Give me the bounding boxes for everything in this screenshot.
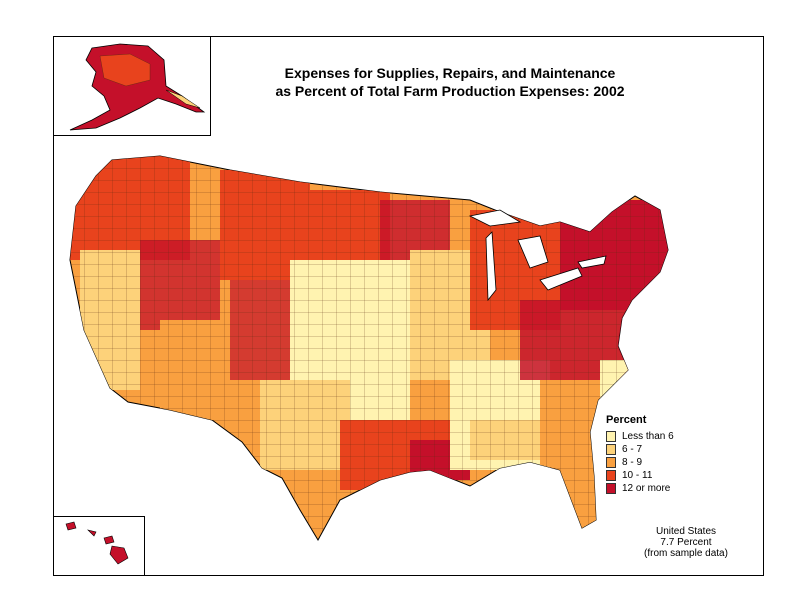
- county-regions: [70, 156, 668, 540]
- legend-label: 8 - 9: [622, 457, 643, 468]
- legend-label: 10 - 11: [622, 470, 653, 481]
- legend-label: Less than 6: [622, 431, 674, 442]
- hawaii-inset: [53, 516, 145, 576]
- legend-swatch: [606, 470, 616, 481]
- title-line-1: Expenses for Supplies, Repairs, and Main…: [284, 65, 616, 81]
- map-title: Expenses for Supplies, Repairs, and Main…: [260, 64, 640, 100]
- alaska-inset: [53, 36, 211, 136]
- legend-swatch: [606, 483, 616, 494]
- legend-item: 10 - 11: [606, 469, 674, 482]
- legend-swatch: [606, 444, 616, 455]
- legend-item: 12 or more: [606, 482, 674, 495]
- note-line-1: United States: [655, 526, 717, 537]
- title-line-2: as Percent of Total Farm Production Expe…: [275, 83, 625, 99]
- note-line-3: (from sample data): [644, 548, 728, 559]
- legend-label: 6 - 7: [622, 444, 643, 455]
- note-line-2: 7.7 Percent: [660, 537, 712, 548]
- legend-item: 8 - 9: [606, 456, 674, 469]
- hawaii-shape: [65, 521, 129, 565]
- legend-title: Percent: [606, 414, 647, 426]
- legend-label: 12 or more: [622, 483, 671, 494]
- legend-item: Less than 6: [606, 430, 674, 443]
- legend-item: 6 - 7: [606, 443, 674, 456]
- us-summary-note: United States 7.7 Percent (from sample d…: [636, 526, 736, 559]
- legend-swatch: [606, 457, 616, 468]
- legend: Percent Less than 6 6 - 7 8 - 9 10 - 11 …: [606, 414, 674, 495]
- legend-swatch: [606, 431, 616, 442]
- great-lakes: [468, 209, 607, 302]
